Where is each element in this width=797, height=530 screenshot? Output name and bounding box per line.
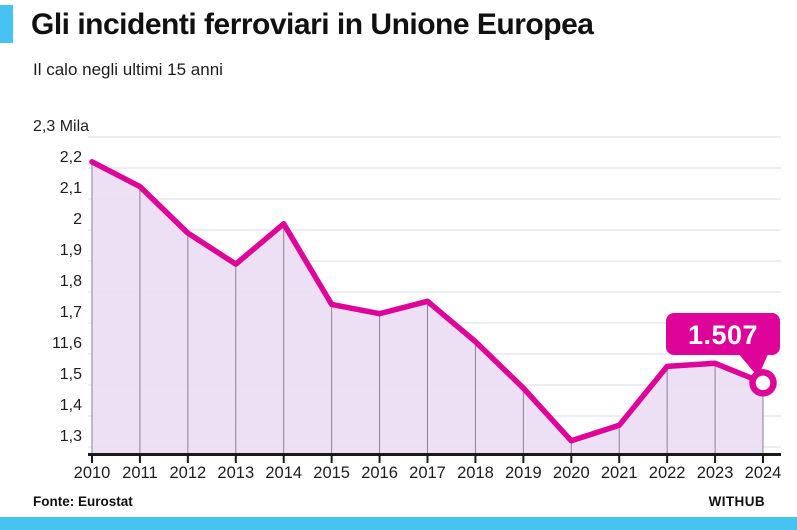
x-tick-label: 2010 — [74, 464, 111, 482]
x-tick-label: 2020 — [553, 464, 590, 482]
y-tick-label: 2,3 Mila — [33, 118, 89, 135]
title-accent-bar — [0, 5, 13, 43]
annotation-pointer — [737, 352, 769, 377]
y-tick-label: 1,8 — [60, 273, 82, 290]
source-credit: Fonte: Eurostat — [33, 494, 133, 509]
page-title: Gli incidenti ferroviari in Unione Europ… — [31, 8, 594, 41]
y-tick-label: 1,5 — [60, 366, 82, 383]
x-tick-label: 2024 — [745, 464, 782, 482]
x-tick-label: 2015 — [313, 464, 350, 482]
x-tick-label: 2017 — [409, 464, 446, 482]
x-tick-label: 2013 — [217, 464, 254, 482]
x-tick-label: 2021 — [601, 464, 638, 482]
y-tick-label: 2,1 — [60, 180, 82, 197]
brand-label: WITHUB — [708, 494, 765, 509]
x-tick-label: 2016 — [361, 464, 398, 482]
annotation-box — [666, 313, 780, 355]
y-tick-label: 2,2 — [60, 149, 82, 166]
x-tick-label: 2022 — [649, 464, 686, 482]
y-tick-label: 1,3 — [60, 428, 82, 445]
y-tick-label: 1,4 — [60, 397, 82, 414]
x-tick-label: 2011 — [122, 464, 157, 482]
x-tick-label: 2018 — [457, 464, 494, 482]
annotation-label: 1.507 — [688, 320, 758, 350]
y-tick-label: 1,7 — [60, 304, 82, 321]
y-tick-label: 1,9 — [60, 242, 82, 259]
x-tick-label: 2014 — [265, 464, 302, 482]
bottom-accent-bar — [0, 517, 797, 530]
endpoint-marker — [749, 369, 777, 397]
page-subtitle: Il calo negli ultimi 15 anni — [33, 60, 223, 79]
x-tick-label: 2019 — [505, 464, 542, 482]
x-tick-label: 2012 — [169, 464, 206, 482]
y-tick-label: 2 — [73, 211, 82, 228]
x-tick-label: 2023 — [697, 464, 734, 482]
trend-line — [89, 159, 766, 444]
y-tick-label: 11,6 — [52, 335, 82, 352]
